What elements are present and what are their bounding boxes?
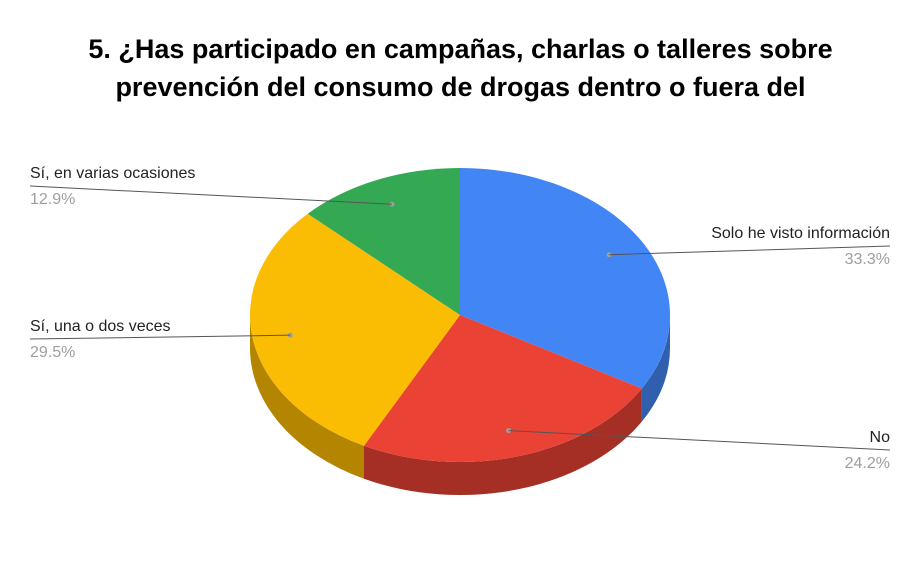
slice-label-1: No	[870, 429, 891, 446]
leader-line-1	[508, 430, 891, 451]
leader-line-0	[609, 245, 891, 256]
pie-slice-3[interactable]	[307, 168, 460, 315]
chart-title-line-2: prevención del consumo de drogas dentro …	[115, 72, 806, 102]
pie-side-1	[363, 388, 642, 496]
chart-title-line-1: 5. ¿Has participado en campañas, charlas…	[88, 34, 833, 64]
pie-sides	[250, 315, 670, 496]
pie-labels: Solo he visto información 33.3% No 24.2% Sí,…	[30, 165, 890, 472]
pie-slice-1[interactable]	[363, 315, 642, 462]
pie-leaders	[29, 185, 891, 451]
slice-value-1: 24.2%	[845, 455, 890, 472]
slice-label-3: Sí, en varias ocasiones	[30, 165, 195, 182]
pie-slice-0[interactable]	[460, 168, 670, 389]
slice-value-2: 29.5%	[30, 344, 75, 361]
pie-slice-2[interactable]	[249, 213, 460, 446]
slice-label-0: Solo he visto información	[711, 225, 890, 242]
slice-value-0: 33.3%	[845, 251, 890, 268]
chart-title: 5. ¿Has participado en campañas, charlas…	[0, 30, 921, 106]
leader-line-2	[29, 334, 291, 340]
pie-side-2	[250, 315, 364, 479]
leader-line-3	[29, 185, 393, 205]
pie-side-0	[641, 315, 670, 422]
pie-tops	[249, 168, 670, 462]
slice-label-2: Sí, una o dos veces	[30, 318, 171, 335]
slice-value-3: 12.9%	[30, 191, 75, 208]
